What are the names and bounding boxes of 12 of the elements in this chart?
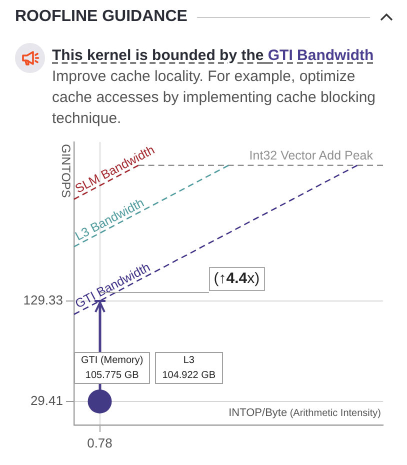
y-axis-title: GINTOPS [59, 144, 73, 198]
series-label: Int32 Vector Add Peak [249, 148, 374, 162]
annotation: (↑4.4x) [214, 270, 260, 287]
y-tick-label: 29.41 [30, 393, 63, 408]
x-axis-title: INTOP/Byte (Arithmetic Intensity) [228, 407, 381, 419]
y-tick-label: 129.33 [23, 292, 63, 308]
chart-subtitle: This kernel is bounded by the GTI Bandwidth [52, 47, 374, 64]
x-tick-label: 0.78 [87, 435, 112, 450]
annotation: L3 104.922 GB [155, 352, 223, 384]
text: Improve cache locality. For example, optimize cache accesses by implementing cache blocking technique. [52, 67, 377, 129]
annotation: GTI (Memory) 105.775 GB [74, 352, 150, 384]
chart-title: ROOFLINE GUIDANCE [15, 8, 188, 26]
